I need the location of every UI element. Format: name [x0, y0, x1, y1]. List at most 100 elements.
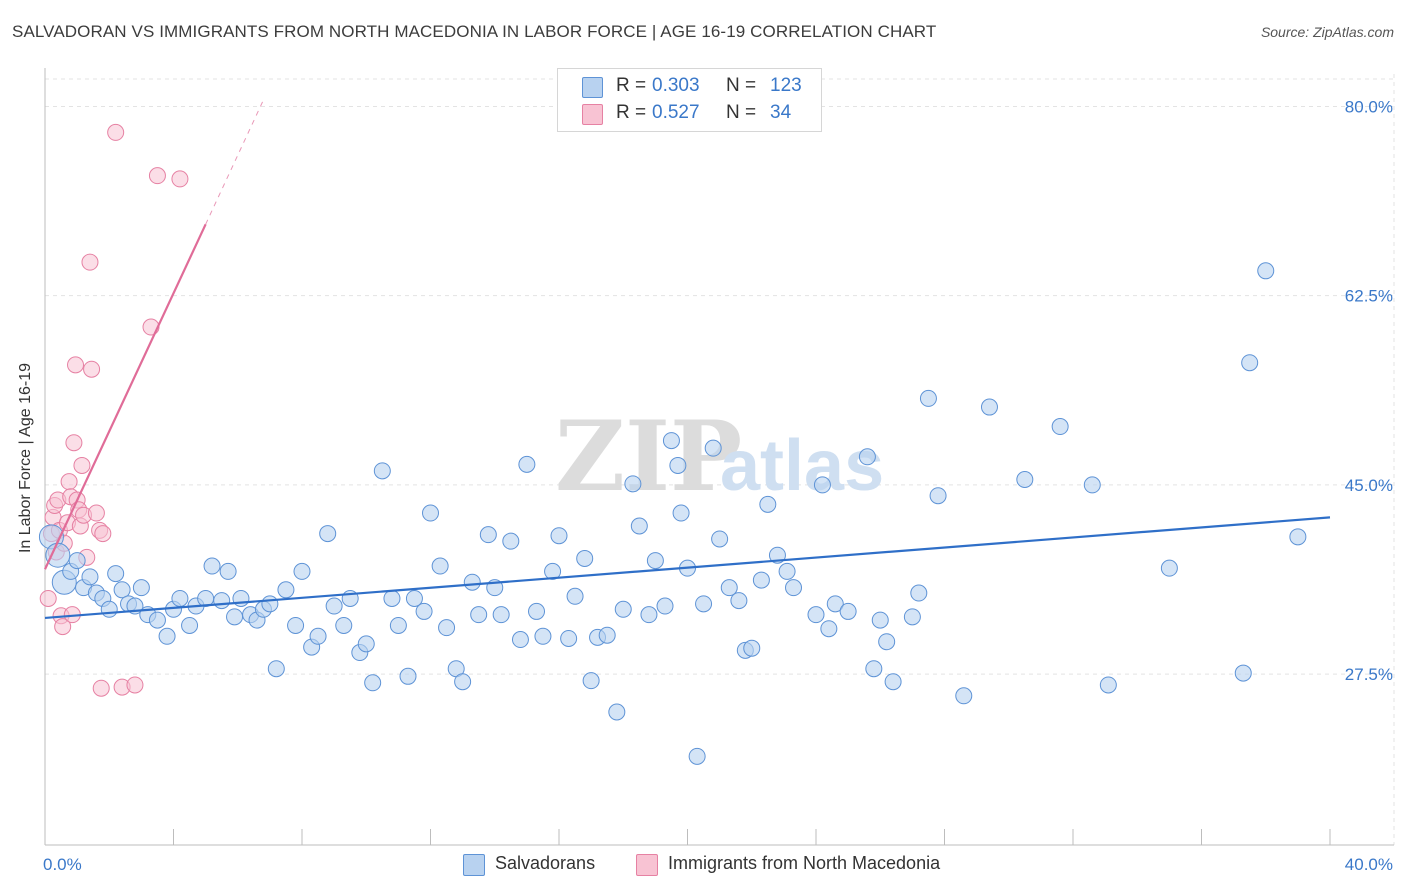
blue-point: [640, 606, 658, 624]
blue-point: [454, 673, 472, 691]
trend-line-north-macedonia: [44, 223, 207, 570]
legend-label: Immigrants from North Macedonia: [668, 853, 941, 873]
blue-point: [373, 462, 391, 480]
n-label: N =: [726, 102, 757, 123]
blue-point: [669, 456, 687, 474]
blue-point: [511, 631, 529, 649]
pink-point: [54, 618, 72, 636]
pink-point: [81, 253, 99, 271]
legend-swatch-blue: [463, 854, 485, 876]
blue-point: [309, 627, 327, 645]
axes: [44, 68, 1394, 846]
blue-point: [100, 600, 118, 618]
blue-point: [528, 602, 546, 620]
pink-point: [87, 504, 105, 522]
blue-point: [688, 747, 706, 765]
pink-point: [65, 434, 83, 452]
blue-point: [903, 608, 921, 626]
stats-swatch-blue: [582, 77, 603, 98]
blue-point: [656, 597, 674, 615]
blue-point: [630, 517, 648, 535]
blue-point: [695, 595, 713, 613]
blue-point: [267, 660, 285, 678]
blue-point: [884, 673, 902, 691]
blue-point: [550, 527, 568, 545]
blue-point: [1160, 559, 1178, 577]
blue-point: [213, 592, 231, 610]
n-value: 123: [770, 75, 802, 96]
blue-point: [646, 552, 664, 570]
n-label: N =: [726, 75, 757, 96]
blue-point: [158, 627, 176, 645]
blue-point: [502, 532, 520, 550]
y-tick-label: 80.0%: [1345, 97, 1393, 116]
blue-point: [598, 626, 616, 644]
x-tick-label: 0.0%: [43, 855, 82, 874]
legend-swatch-pink: [636, 854, 658, 876]
blue-point: [287, 616, 305, 634]
blue-point: [1083, 476, 1101, 494]
blue-point: [319, 525, 337, 543]
x-tick-label: 40.0%: [1345, 855, 1393, 874]
blue-point: [357, 635, 375, 653]
pink-point: [39, 589, 57, 607]
blue-point: [730, 592, 748, 610]
n-value: 34: [770, 102, 792, 123]
blue-point: [813, 476, 831, 494]
pink-point: [60, 473, 78, 491]
blue-point: [662, 432, 680, 450]
blue-point: [582, 672, 600, 690]
blue-point: [383, 589, 401, 607]
blue-point: [470, 606, 488, 624]
watermark-atlas: atlas: [720, 426, 884, 506]
blue-point: [1257, 262, 1275, 280]
stats-box: R = 0.303 N = 123 R = 0.527 N = 34: [557, 68, 822, 132]
blue-point: [743, 639, 761, 657]
blue-point: [1241, 354, 1259, 372]
blue-point: [566, 587, 584, 605]
blue-point: [113, 581, 131, 599]
blue-point: [752, 571, 770, 589]
blue-point: [980, 398, 998, 416]
blue-point: [492, 606, 510, 624]
blue-point: [399, 667, 417, 685]
y-tick-label: 45.0%: [1345, 476, 1393, 495]
pink-point: [148, 167, 166, 185]
pink-point: [94, 525, 112, 543]
r-value: 0.303: [652, 75, 700, 96]
blue-point: [1016, 471, 1034, 489]
tick-labels: 80.0% 62.5% 45.0% 27.5% 0.0% 40.0%: [43, 97, 1393, 874]
pink-point: [73, 456, 91, 474]
blue-point: [910, 584, 928, 602]
blue-point: [865, 660, 883, 678]
blue-point: [219, 562, 237, 580]
blue-point: [608, 703, 626, 721]
trend-line-north-macedonia-extension: [205, 99, 264, 225]
blue-point: [929, 487, 947, 505]
blue-point: [1051, 418, 1069, 436]
chart-title: SALVADORAN VS IMMIGRANTS FROM NORTH MACE…: [12, 22, 937, 41]
blue-point: [431, 557, 449, 575]
blue-point: [518, 455, 536, 473]
blue-point: [181, 616, 199, 634]
blue-point: [479, 526, 497, 544]
blue-point: [389, 616, 407, 634]
r-value: 0.527: [652, 102, 700, 123]
blue-point: [711, 530, 729, 548]
trend-line-salvadorans: [44, 516, 1331, 620]
blue-point: [839, 602, 857, 620]
blue-point: [203, 557, 221, 575]
blue-point: [544, 562, 562, 580]
blue-point: [438, 619, 456, 637]
blue-point: [614, 600, 632, 618]
blue-point: [277, 581, 295, 599]
blue-point: [672, 504, 690, 522]
blue-point: [226, 608, 244, 626]
blue-point: [132, 579, 150, 597]
pink-point: [126, 676, 144, 694]
blue-point: [826, 595, 844, 613]
source-label: Source: ZipAtlas.com: [1260, 24, 1394, 40]
blue-point: [422, 504, 439, 522]
series-north-macedonia: [39, 123, 189, 697]
